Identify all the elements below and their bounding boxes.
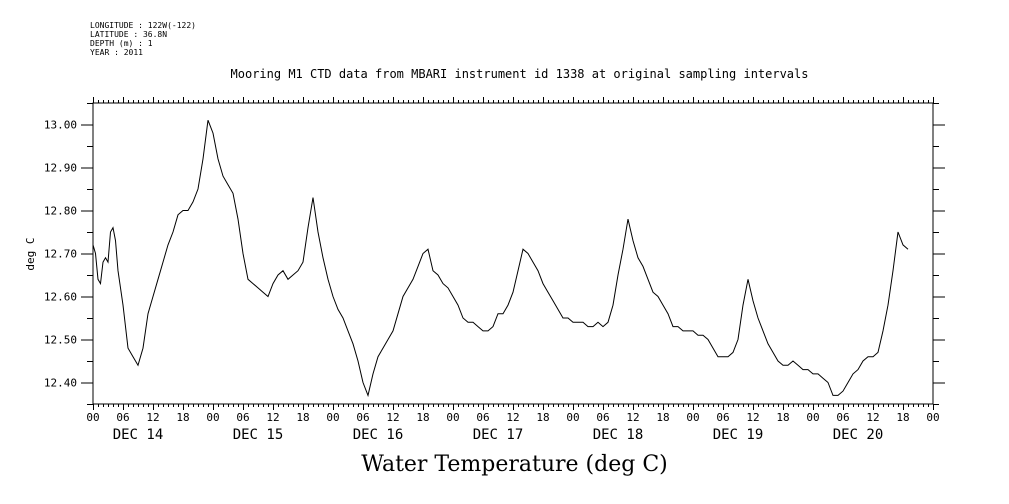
y-tick-label: 12.90	[44, 162, 77, 175]
axis-ticks	[81, 97, 945, 410]
chart-title: Mooring M1 CTD data from MBARI instrumen…	[230, 67, 809, 81]
x-hour-label: 12	[386, 411, 399, 424]
x-hour-label: 00	[566, 411, 579, 424]
x-hour-label: 06	[836, 411, 849, 424]
x-day-label: DEC 17	[473, 427, 524, 443]
x-hour-label: 00	[806, 411, 819, 424]
series-line-water-temperature	[92, 120, 909, 398]
x-hour-label: 18	[416, 411, 429, 424]
metadata-block: LONGITUDE : 122W(-122) LATITUDE : 36.8N …	[90, 21, 196, 57]
x-hour-label: 18	[656, 411, 669, 424]
x-day-label: DEC 16	[353, 427, 404, 443]
x-day-label: DEC 20	[833, 427, 884, 443]
x-hour-label: 00	[86, 411, 99, 424]
x-tick-labels: 00 06 12 18 00 06 12 18 00 06 12 18 00 06 12 18 00 06 12 18…	[86, 411, 939, 443]
x-hour-label: 00	[206, 411, 219, 424]
x-hour-label: 12	[866, 411, 879, 424]
y-tick-label: 12.60	[44, 291, 77, 304]
x-day-label: DEC 18	[593, 427, 644, 443]
x-day-label: DEC 14	[113, 427, 164, 443]
x-hour-label: 18	[296, 411, 309, 424]
x-hour-label: 06	[476, 411, 489, 424]
longitude-text: LONGITUDE : 122W(-122)	[90, 21, 196, 30]
y-tick-label: 12.50	[44, 334, 77, 347]
x-hour-label: 06	[356, 411, 369, 424]
latitude-text: LATITUDE : 36.8N	[90, 30, 168, 39]
x-hour-label: 06	[116, 411, 129, 424]
x-hour-label: 12	[626, 411, 639, 424]
x-hour-label: 12	[266, 411, 279, 424]
x-day-label: DEC 15	[233, 427, 284, 443]
x-hour-label: 12	[506, 411, 519, 424]
x-hour-label: 12	[146, 411, 159, 424]
x-day-label: DEC 19	[713, 427, 764, 443]
x-axis-title: Water Temperature (deg C)	[361, 452, 668, 477]
x-hour-label: 18	[176, 411, 189, 424]
y-axis-label: deg C	[24, 237, 37, 270]
x-hour-label: 00	[686, 411, 699, 424]
x-hour-label: 18	[536, 411, 549, 424]
x-hour-label: 12	[746, 411, 759, 424]
plot-frame	[92, 102, 934, 405]
x-hour-label: 06	[716, 411, 729, 424]
x-hour-label: 00	[446, 411, 459, 424]
y-tick-label: 12.40	[44, 377, 77, 390]
y-tick-labels: 12.40 12.50 12.60 12.70 12.80 12.90 13.00	[44, 119, 77, 390]
x-hour-label: 18	[776, 411, 789, 424]
year-text: YEAR : 2011	[90, 48, 143, 57]
x-hour-label: 06	[236, 411, 249, 424]
x-hour-label: 06	[596, 411, 609, 424]
x-hour-label: 00	[326, 411, 339, 424]
y-tick-label: 13.00	[44, 119, 77, 132]
depth-text: DEPTH (m) : 1	[90, 39, 153, 48]
x-hour-label: 18	[896, 411, 909, 424]
y-tick-label: 12.80	[44, 205, 77, 218]
x-hour-label: 00	[926, 411, 939, 424]
y-tick-label: 12.70	[44, 248, 77, 261]
